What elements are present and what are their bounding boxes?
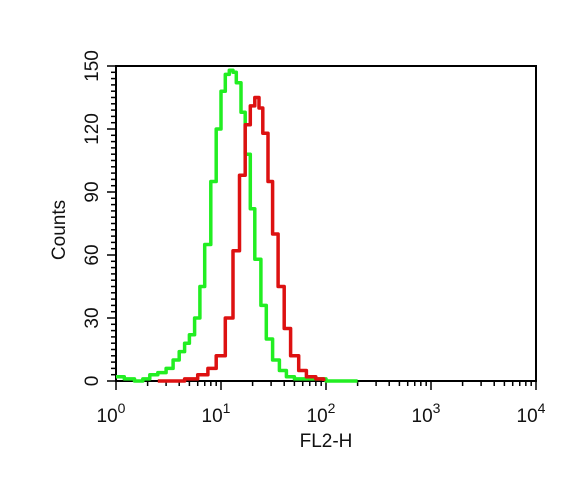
y-tick-label: 60 xyxy=(82,244,103,265)
x-tick-label: 103 xyxy=(412,400,441,427)
x-tick-label: 101 xyxy=(202,400,231,427)
y-axis-tick-labels: 0 30 60 90 120 150 xyxy=(82,50,103,386)
plot-frame xyxy=(115,65,537,382)
x-tick-label: 100 xyxy=(97,400,126,427)
y-tick-label: 0 xyxy=(82,376,103,387)
y-axis-ticks xyxy=(107,65,116,382)
histogram-series-2 xyxy=(157,95,326,383)
y-tick-label: 150 xyxy=(82,50,103,82)
series-layer xyxy=(116,68,358,383)
y-tick-label: 90 xyxy=(82,181,103,202)
x-axis-title: FL2-H xyxy=(300,431,353,452)
y-tick-label: 30 xyxy=(82,307,103,328)
x-tick-label: 102 xyxy=(307,400,336,427)
x-tick-label: 104 xyxy=(517,400,546,427)
x-axis-tick-labels: 100 101 102 103 104 xyxy=(97,400,546,427)
y-axis-title: Counts xyxy=(49,200,70,260)
histogram-series-1 xyxy=(116,68,358,383)
y-tick-label: 120 xyxy=(82,113,103,145)
x-axis-ticks xyxy=(115,381,537,390)
